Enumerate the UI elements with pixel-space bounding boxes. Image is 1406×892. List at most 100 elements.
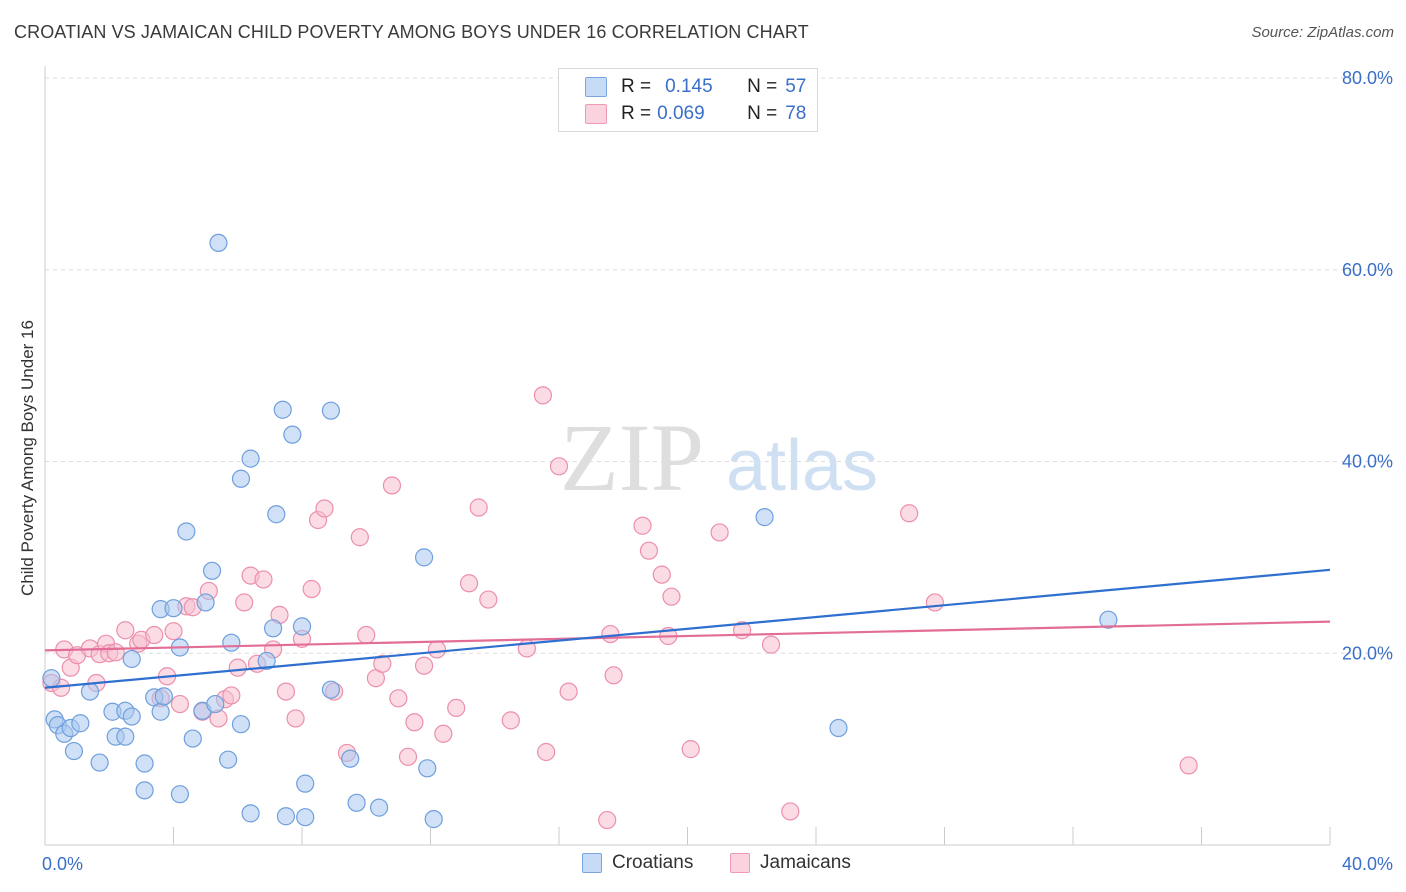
watermark-atlas: atlas xyxy=(726,426,878,506)
legend-item-jamaicans[interactable]: Jamaicans xyxy=(730,852,851,874)
jamaicans-point xyxy=(639,541,659,560)
jamaicans-point xyxy=(710,523,729,542)
croatians-point xyxy=(183,729,202,748)
jamaicans-point xyxy=(459,574,479,593)
jamaicans-point xyxy=(537,742,556,762)
jamaicans-swatch xyxy=(585,104,607,124)
croatians-point xyxy=(231,715,251,734)
chart-title: CROATIAN VS JAMAICAN CHILD POVERTY AMONG… xyxy=(14,22,809,42)
croatians-point xyxy=(292,617,312,636)
trend-lines xyxy=(44,568,1331,689)
jamaicans-point xyxy=(106,643,125,662)
jamaicans-point xyxy=(254,570,273,589)
jamaicans-point xyxy=(479,590,498,609)
r-value: 0.069 xyxy=(657,103,705,124)
legend-label-jamaicans: Jamaicans xyxy=(760,852,851,873)
croatians-point xyxy=(116,727,135,746)
jamaicans-point xyxy=(276,682,296,701)
croatians-point xyxy=(296,774,315,793)
jamaicans-point xyxy=(681,740,700,759)
jamaicans-point xyxy=(373,654,392,673)
croatians-point xyxy=(341,749,360,768)
stats-legend: R = 0.145 N = 57 R = 0.069 N = 78 xyxy=(558,68,818,132)
croatians-point xyxy=(122,649,141,669)
croatians-point xyxy=(231,469,251,488)
croatians-point xyxy=(418,759,437,778)
stats-row-croatians: R = 0.145 N = 57 xyxy=(585,75,806,99)
croatians-point xyxy=(42,669,61,688)
n-label: N = xyxy=(747,103,778,124)
jamaicans-point xyxy=(925,593,944,612)
croatians-point xyxy=(276,807,296,826)
croatians-point xyxy=(135,781,154,800)
jamaicans-point xyxy=(604,666,623,685)
croatians-point xyxy=(64,741,84,761)
x-tick-label: 0.0% xyxy=(42,854,83,874)
y-tick-label: 20.0% xyxy=(1342,643,1393,663)
watermark-zip: ZIP xyxy=(560,404,704,511)
jamaicans-point xyxy=(382,476,402,495)
jamaicans-point xyxy=(501,711,520,730)
r-label: R = xyxy=(621,103,652,124)
x-tick-label: 40.0% xyxy=(1342,854,1393,874)
jamaicans-point xyxy=(469,498,488,517)
source-label: Source: ZipAtlas.com xyxy=(1251,24,1394,41)
croatians-point xyxy=(170,785,190,804)
stats-row-jamaicans: R = 0.069 N = 78 xyxy=(585,102,806,126)
jamaicans-point xyxy=(286,709,305,728)
y-tick-label: 60.0% xyxy=(1342,260,1393,280)
jamaicans-point xyxy=(662,587,681,606)
jamaicans-trend-line xyxy=(44,620,1331,652)
jamaicans-point xyxy=(350,528,369,547)
jamaicans-point xyxy=(145,625,164,645)
jamaicans-point xyxy=(434,724,453,743)
croatians-point xyxy=(283,425,302,444)
croatians-point xyxy=(321,401,341,420)
y-tick-label: 80.0% xyxy=(1342,68,1393,88)
croatians-point xyxy=(164,599,183,618)
n-value: 57 xyxy=(785,76,807,97)
croatians-point xyxy=(1099,610,1118,629)
legend-label-croatians: Croatians xyxy=(612,852,694,873)
axes xyxy=(44,66,1331,846)
croatians-point xyxy=(263,619,283,638)
croatians-point xyxy=(267,505,286,524)
croatians-point xyxy=(90,753,109,772)
jamaicans-point xyxy=(398,747,418,766)
jamaicans-point xyxy=(228,658,247,677)
jamaicans-point xyxy=(427,640,447,659)
croatians-point xyxy=(241,804,260,823)
series-legend: Croatians Jamaicans xyxy=(0,852,1406,878)
croatians-point xyxy=(206,694,225,714)
croatians-point xyxy=(370,798,389,817)
jamaicans-point xyxy=(414,656,434,675)
jamaicans-point xyxy=(598,810,617,830)
r-label: R = xyxy=(621,76,652,97)
croatians-points xyxy=(42,233,1118,829)
jamaicans-point xyxy=(315,499,334,518)
jamaicans-point xyxy=(761,635,781,654)
tick-labels: 20.0% 40.0% 60.0% 80.0% 0.0% 40.0% xyxy=(42,68,1393,874)
n-value: 78 xyxy=(785,103,807,124)
jamaicans-point xyxy=(405,713,424,732)
jamaicans-legend-swatch xyxy=(730,853,750,873)
jamaicans-point xyxy=(559,682,578,701)
croatians-point xyxy=(209,233,228,253)
jamaicans-point xyxy=(170,694,190,714)
jamaicans-point xyxy=(389,689,408,708)
jamaicans-point xyxy=(549,457,569,476)
jamaicans-point xyxy=(235,593,254,612)
legend-item-croatians[interactable]: Croatians xyxy=(582,852,693,874)
croatians-point xyxy=(829,718,848,738)
watermark: ZIP atlas xyxy=(560,404,878,511)
jamaicans-point xyxy=(302,579,321,599)
y-tick-label: 40.0% xyxy=(1342,452,1393,472)
croatians-point xyxy=(177,522,196,541)
croatians-point xyxy=(273,400,292,419)
croatians-point xyxy=(241,449,260,468)
croatians-point xyxy=(347,793,366,812)
croatians-trend-line xyxy=(44,568,1331,689)
croatians-point xyxy=(222,633,241,652)
jamaicans-point xyxy=(601,624,620,644)
